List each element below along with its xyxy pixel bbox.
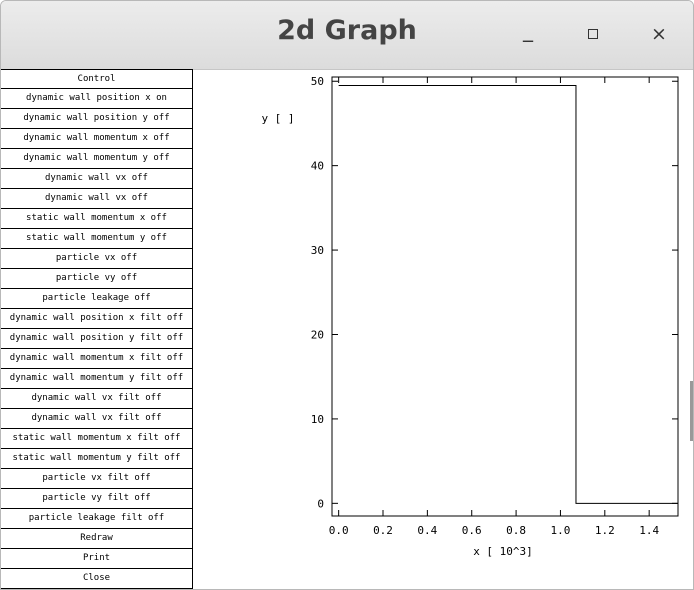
sidebar-button-16[interactable]: dynamic wall vx filt off	[1, 389, 192, 409]
sidebar-button-10[interactable]: particle vy off	[1, 269, 192, 289]
sidebar-button-4[interactable]: dynamic wall momentum y off	[1, 149, 192, 169]
minimize-icon: _	[523, 18, 533, 42]
x-tick-label: 1.0	[551, 524, 571, 537]
sidebar-button-0[interactable]: Control	[1, 69, 192, 89]
sidebar-button-14[interactable]: dynamic wall momentum x filt off	[1, 349, 192, 369]
sidebar-button-6[interactable]: dynamic wall vx off	[1, 189, 192, 209]
sidebar-button-12[interactable]: dynamic wall position x filt off	[1, 309, 192, 329]
x-tick-label: 0.2	[373, 524, 393, 537]
title-bar[interactable]: 2d Graph _ ×	[1, 1, 693, 70]
sidebar-button-3[interactable]: dynamic wall momentum x off	[1, 129, 192, 149]
y-axis-label: y [ ]	[261, 112, 294, 125]
series-line-0	[338, 84, 678, 504]
minimize-button[interactable]: _	[515, 18, 541, 47]
y-tick-label: 0	[317, 497, 324, 510]
graph-chart: 0.0 0.2 0.4 0.6 0.8 1.0 1.2 1.4 0 10 20 30 40 50 x [ 1…	[261, 75, 679, 558]
sidebar-button-21[interactable]: particle vy filt off	[1, 489, 192, 509]
x-tick-label: 0.4	[417, 524, 437, 537]
sidebar-button-15[interactable]: dynamic wall momentum y filt off	[1, 369, 192, 389]
x-tick-label: 1.4	[639, 524, 659, 537]
sidebar-button-19[interactable]: static wall momentum y filt off	[1, 449, 192, 469]
sidebar-button-1[interactable]: dynamic wall position x on	[1, 89, 192, 109]
scrollbar[interactable]	[690, 381, 693, 441]
close-window-button[interactable]: ×	[646, 21, 672, 47]
control-sidebar: Control dynamic wall position x on dynamic…	[1, 69, 193, 589]
y-tick-label: 50	[311, 75, 324, 88]
x-tick-label: 0.0	[329, 524, 349, 537]
y-tick-label: 20	[311, 328, 324, 341]
maximize-button[interactable]	[580, 21, 606, 47]
sidebar-button-17[interactable]: dynamic wall vx filt off	[1, 409, 192, 429]
sidebar-button-11[interactable]: particle leakage off	[1, 289, 192, 309]
x-tick-label: 0.6	[462, 524, 482, 537]
sidebar-button-23[interactable]: Redraw	[1, 529, 192, 549]
sidebar-button-13[interactable]: dynamic wall position y filt off	[1, 329, 192, 349]
y-tick-label: 10	[311, 413, 324, 426]
plot-area: 0.0 0.2 0.4 0.6 0.8 1.0 1.2 1.4 0 10 20 30 40 50 x [ 1…	[194, 69, 693, 589]
sidebar-button-22[interactable]: particle leakage filt off	[1, 509, 192, 529]
x-tick-label: 1.2	[595, 524, 615, 537]
x-axis-label: x [ 10^3]	[473, 545, 533, 558]
plot-frame	[331, 76, 679, 517]
sidebar-button-7[interactable]: static wall momentum x off	[1, 209, 192, 229]
window-title: 2d Graph	[277, 15, 417, 46]
close-icon: ×	[651, 23, 667, 45]
sidebar-button-8[interactable]: static wall momentum y off	[1, 229, 192, 249]
y-tick-label: 30	[311, 244, 324, 257]
sidebar-button-9[interactable]: particle vx off	[1, 249, 192, 269]
x-tick-label: 0.8	[506, 524, 526, 537]
maximize-icon	[588, 29, 598, 39]
sidebar-button-18[interactable]: static wall momentum x filt off	[1, 429, 192, 449]
sidebar-button-5[interactable]: dynamic wall vx off	[1, 169, 192, 189]
y-tick-label: 40	[311, 160, 324, 173]
sidebar-button-20[interactable]: particle vx filt off	[1, 469, 192, 489]
sidebar-button-24[interactable]: Print	[1, 549, 192, 569]
sidebar-button-2[interactable]: dynamic wall position y off	[1, 109, 192, 129]
sidebar-button-25[interactable]: Close	[1, 569, 192, 589]
